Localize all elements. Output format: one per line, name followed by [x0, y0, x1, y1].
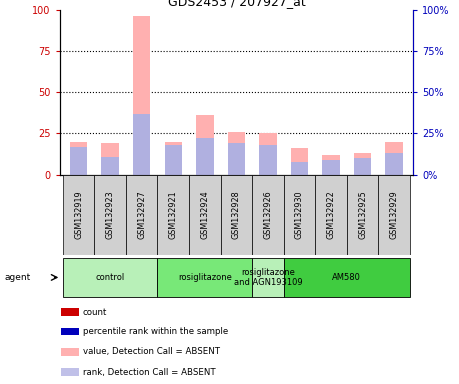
- Bar: [291, 148, 308, 175]
- Bar: [70, 142, 87, 175]
- Text: GSM132928: GSM132928: [232, 191, 241, 239]
- Bar: [101, 143, 119, 175]
- Bar: [165, 142, 182, 175]
- Text: count: count: [83, 308, 107, 317]
- Bar: [354, 158, 371, 175]
- Bar: [62, 348, 79, 356]
- Bar: [63, 175, 95, 255]
- Bar: [386, 142, 403, 175]
- Bar: [133, 114, 151, 175]
- Text: GSM132927: GSM132927: [137, 191, 146, 239]
- Bar: [196, 115, 213, 175]
- Bar: [284, 175, 315, 255]
- Text: control: control: [95, 273, 125, 282]
- Text: GSM132930: GSM132930: [295, 191, 304, 239]
- Text: agent: agent: [5, 273, 31, 282]
- Bar: [386, 153, 403, 175]
- Bar: [291, 162, 308, 175]
- Text: GSM132924: GSM132924: [200, 191, 209, 239]
- Text: GSM132919: GSM132919: [74, 191, 83, 239]
- Bar: [126, 175, 157, 255]
- Text: GSM132929: GSM132929: [390, 191, 399, 239]
- Bar: [315, 175, 347, 255]
- Bar: [228, 143, 245, 175]
- Bar: [228, 132, 245, 175]
- Bar: [95, 175, 126, 255]
- Bar: [70, 147, 87, 175]
- Bar: [322, 155, 340, 175]
- Bar: [259, 133, 277, 175]
- Bar: [101, 157, 119, 175]
- Text: rosiglitazone
and AGN193109: rosiglitazone and AGN193109: [234, 268, 302, 287]
- Title: GDS2453 / 207927_at: GDS2453 / 207927_at: [168, 0, 305, 8]
- Bar: [189, 175, 221, 255]
- Text: GSM132926: GSM132926: [263, 191, 273, 239]
- Bar: [157, 175, 189, 255]
- Bar: [354, 153, 371, 175]
- Bar: [62, 328, 79, 336]
- Text: value, Detection Call = ABSENT: value, Detection Call = ABSENT: [83, 348, 219, 356]
- Bar: [284, 258, 410, 297]
- Text: GSM132921: GSM132921: [169, 191, 178, 239]
- Text: GSM132922: GSM132922: [326, 191, 336, 239]
- Bar: [347, 175, 378, 255]
- Text: rank, Detection Call = ABSENT: rank, Detection Call = ABSENT: [83, 367, 215, 377]
- Bar: [133, 16, 151, 175]
- Text: GSM132923: GSM132923: [106, 191, 115, 239]
- Bar: [165, 145, 182, 175]
- Bar: [62, 308, 79, 316]
- Bar: [62, 368, 79, 376]
- Bar: [252, 175, 284, 255]
- Text: GSM132925: GSM132925: [358, 191, 367, 239]
- Bar: [63, 258, 157, 297]
- Bar: [157, 258, 252, 297]
- Text: AM580: AM580: [332, 273, 361, 282]
- Bar: [221, 175, 252, 255]
- Text: percentile rank within the sample: percentile rank within the sample: [83, 327, 228, 336]
- Bar: [259, 145, 277, 175]
- Bar: [322, 160, 340, 175]
- Bar: [378, 175, 410, 255]
- Bar: [196, 138, 213, 175]
- Bar: [252, 258, 284, 297]
- Text: rosiglitazone: rosiglitazone: [178, 273, 232, 282]
